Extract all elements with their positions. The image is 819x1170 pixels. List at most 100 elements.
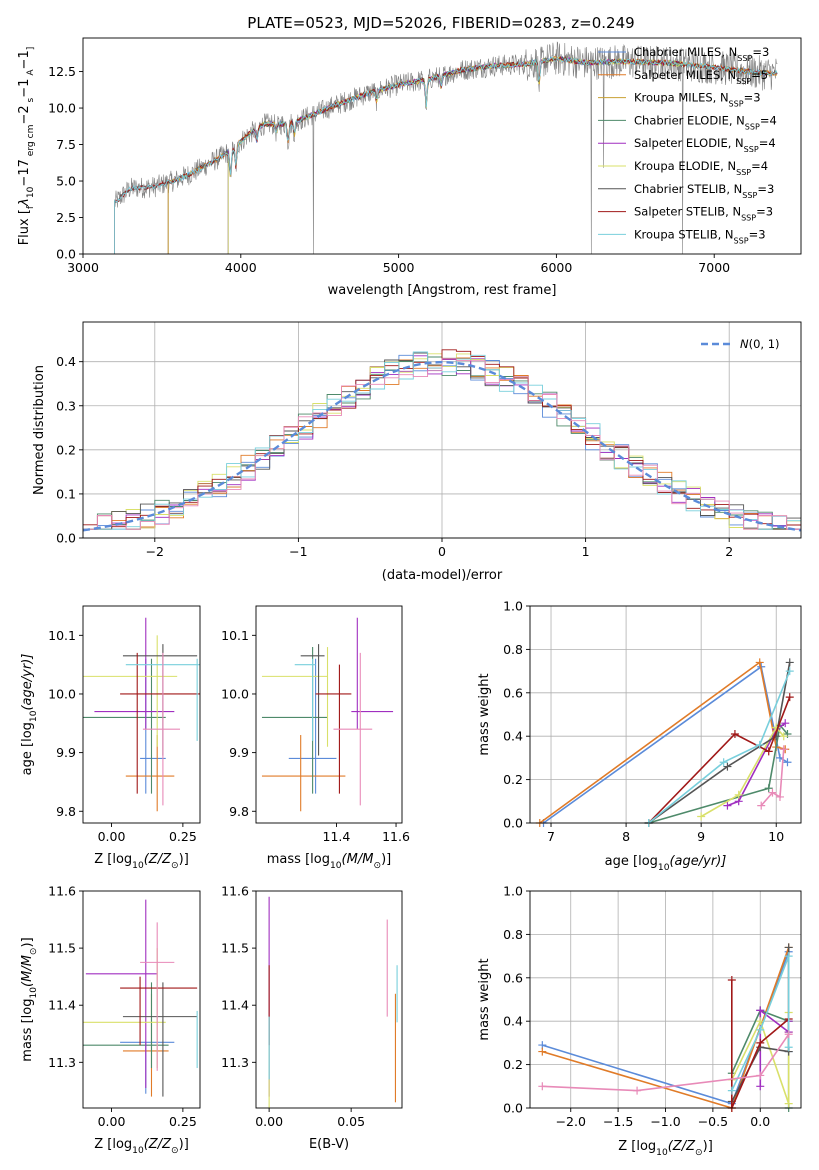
x-tick-label: 1 bbox=[582, 544, 590, 559]
x-tick-label: 0 bbox=[438, 544, 446, 559]
weight-point bbox=[784, 943, 793, 952]
x-axis-label-part: Z [log bbox=[618, 1139, 656, 1154]
y-axis-label-part: −1 bbox=[17, 50, 32, 69]
y-tick-label: 0.4 bbox=[503, 1014, 523, 1029]
y-tick-label: 0.1 bbox=[56, 486, 76, 501]
legend-entry-part: Kroupa ELODIE, N bbox=[634, 159, 736, 173]
weight-line bbox=[648, 670, 791, 824]
legend-entry-part: SSP bbox=[741, 213, 756, 222]
x-tick-label: 8 bbox=[622, 829, 630, 844]
weight-point bbox=[538, 1082, 547, 1091]
y-axis-label-part: −17 bbox=[17, 159, 32, 186]
legend-entry-part: Kroupa MILES, N bbox=[634, 91, 729, 105]
x-tick-label: 2 bbox=[725, 544, 733, 559]
y-tick-label: 9.8 bbox=[229, 804, 249, 819]
y-axis-label-part: (age/yr)] bbox=[20, 654, 35, 711]
x-tick-label: 7 bbox=[547, 829, 555, 844]
model-line-chabrier-elodie bbox=[227, 56, 683, 254]
y-tick-label: 0.0 bbox=[503, 816, 523, 831]
x-axis-label: Z [log10(Z/Z⊙)] bbox=[94, 1137, 189, 1156]
y-axis-label: Normed distribution bbox=[32, 365, 47, 495]
legend-entry: Kroupa MILES, NSSP=3 bbox=[634, 91, 761, 109]
model-line-kroupa-stelib bbox=[114, 56, 778, 254]
model-line-chabrier-miles bbox=[167, 55, 777, 254]
x-axis-label-part: 10 bbox=[658, 863, 670, 873]
y-axis-label-part: (M/M bbox=[20, 955, 35, 987]
weight-line bbox=[731, 955, 790, 1091]
x-tick-label: −2.0 bbox=[556, 1114, 586, 1129]
x-tick-label: 0.00 bbox=[98, 829, 126, 844]
legend-entry-part: =4 bbox=[751, 159, 768, 173]
model-line-salpeter-stelib bbox=[114, 56, 778, 254]
legend-entry: Salpeter ELODIE, NSSP=4 bbox=[634, 136, 776, 154]
x-axis-label-part: 10 bbox=[132, 861, 144, 871]
legend-entry-part: =3 bbox=[756, 205, 773, 219]
data-spectrum-line bbox=[114, 41, 778, 255]
legend-entry: Chabrier ELODIE, NSSP=4 bbox=[634, 113, 777, 130]
legend-entry-part: SSP bbox=[736, 168, 751, 177]
x-axis-label-part: 10 bbox=[330, 861, 342, 871]
y-tick-label: 11.6 bbox=[221, 884, 249, 899]
weight-point bbox=[697, 812, 706, 821]
y-tick-label: 0.0 bbox=[56, 247, 76, 262]
y-axis-label-part: age [log bbox=[20, 722, 35, 775]
x-axis-label-part: (Z/Z bbox=[144, 852, 172, 867]
model-line-salpeter-miles bbox=[167, 56, 777, 254]
axes-layer bbox=[79, 37, 802, 1112]
y-axis-label-part: −2 bbox=[17, 105, 32, 124]
weight-line bbox=[648, 662, 791, 824]
weight-point bbox=[727, 975, 736, 984]
weight-point bbox=[755, 740, 764, 749]
x-axis-label-part: ⊙ bbox=[171, 1146, 179, 1156]
x-axis-label: mass [log10(M/M⊙)] bbox=[267, 852, 391, 871]
x-axis-label: Z [log10(Z/Z⊙)] bbox=[94, 852, 189, 871]
legend-entry-part: Salpeter MILES, N bbox=[634, 68, 736, 82]
weight-point bbox=[784, 952, 793, 961]
y-tick-label: 9.9 bbox=[56, 745, 76, 760]
y-tick-label: 1.0 bbox=[503, 884, 523, 899]
axes-frame bbox=[82, 605, 201, 824]
weight-point bbox=[764, 784, 773, 793]
y-tick-label: 9.8 bbox=[56, 804, 76, 819]
y-tick-label: 0.4 bbox=[56, 354, 76, 369]
x-axis-label: wavelength [Angstrom, rest frame] bbox=[328, 283, 557, 298]
weight-point bbox=[783, 758, 792, 767]
legend-entry: Chabrier STELIB, NSSP=3 bbox=[634, 182, 774, 200]
x-axis-label: (data-model)/error bbox=[382, 568, 503, 583]
text-layer: PLATE=0523, MJD=52026, FIBERID=0283, z=0… bbox=[17, 14, 784, 1158]
y-axis-label: mass weight bbox=[477, 673, 492, 755]
legend-entry-part: SSP bbox=[737, 54, 752, 63]
y-tick-label: 11.4 bbox=[48, 998, 76, 1013]
weight-point bbox=[784, 1043, 793, 1052]
x-tick-label: 0.00 bbox=[98, 1114, 126, 1129]
y-axis-label-part: )] bbox=[20, 937, 35, 947]
y-tick-label: 9.9 bbox=[229, 745, 249, 760]
legend-entry-part: Chabrier ELODIE, N bbox=[634, 113, 745, 127]
weight-line bbox=[539, 661, 786, 824]
legend-entry: Salpeter MILES, NSSP=5 bbox=[634, 68, 768, 86]
x-axis-label-part: )] bbox=[381, 852, 391, 867]
x-axis-label: age [log10(age/yr)] bbox=[605, 854, 727, 873]
legend-entry-part: Chabrier STELIB, N bbox=[634, 182, 742, 196]
y-tick-label: 10.1 bbox=[221, 628, 249, 643]
weight-point bbox=[784, 1030, 793, 1039]
x-axis-label-part: ⊙ bbox=[373, 861, 381, 871]
histogram-step bbox=[83, 351, 801, 530]
x-tick-label: 10 bbox=[768, 829, 784, 844]
weight-line bbox=[727, 722, 786, 807]
weight-point bbox=[775, 792, 784, 801]
x-tick-label: 5000 bbox=[383, 260, 415, 275]
weight-line bbox=[542, 1033, 790, 1092]
y-tick-label: 5.0 bbox=[56, 174, 76, 189]
y-tick-label: 10.1 bbox=[48, 628, 76, 643]
legend-entry-part: SSP bbox=[745, 122, 760, 131]
y-tick-label: 0.2 bbox=[56, 442, 76, 457]
legend-entry: Kroupa STELIB, NSSP=3 bbox=[634, 227, 766, 245]
x-axis-label-part: age [log bbox=[605, 854, 658, 869]
x-axis-label-part: mass [log bbox=[267, 852, 330, 867]
x-tick-label: −1 bbox=[289, 544, 307, 559]
y-tick-label: 10.0 bbox=[48, 101, 76, 116]
weight-point bbox=[785, 658, 794, 667]
legend-entry-part: =4 bbox=[760, 113, 777, 127]
weight-point bbox=[723, 801, 732, 810]
